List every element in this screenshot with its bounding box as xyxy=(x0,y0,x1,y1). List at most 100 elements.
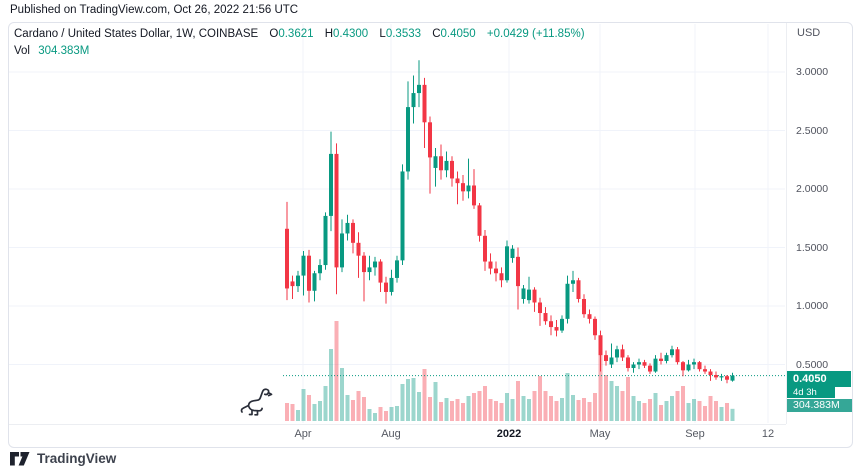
candles xyxy=(285,60,735,384)
candle-body xyxy=(527,289,531,301)
volume-bar xyxy=(543,391,548,421)
volume-bar xyxy=(389,407,394,421)
volume-bar xyxy=(554,401,559,421)
time-tick-label: Aug xyxy=(381,428,401,440)
volume-bar xyxy=(494,401,498,421)
candle-body xyxy=(455,178,460,184)
candle-body xyxy=(362,255,366,273)
volume-bar xyxy=(703,406,707,421)
candle-body xyxy=(307,255,311,291)
high-value: 0.4300 xyxy=(333,28,369,40)
candle-body xyxy=(543,313,548,322)
candle-body xyxy=(373,261,377,268)
tradingview-wordmark: TradingView xyxy=(37,451,117,466)
volume-bar xyxy=(323,386,328,421)
candle-body xyxy=(406,107,410,172)
volume-bars xyxy=(285,321,735,421)
candle-body xyxy=(510,248,515,259)
volume-bar xyxy=(395,406,399,421)
close-label: C xyxy=(432,28,441,40)
volume-bar xyxy=(510,399,515,421)
volume-bar xyxy=(329,349,333,421)
dino-doodle-icon xyxy=(240,388,273,416)
volume-bar xyxy=(455,399,460,421)
candle-body xyxy=(505,246,509,281)
volume-bar xyxy=(466,396,471,421)
candle-body xyxy=(653,358,658,372)
candle-body xyxy=(719,376,724,378)
volume-bar xyxy=(697,401,702,421)
candle-body xyxy=(450,160,454,179)
volume-bar xyxy=(400,384,405,421)
grid-lines xyxy=(9,24,785,423)
volume-bar xyxy=(406,379,410,421)
candle-body xyxy=(323,215,328,266)
volume-bar xyxy=(609,381,614,421)
volume-bar xyxy=(593,393,597,421)
current-volume-badge: 304.383M xyxy=(787,399,852,412)
volume-bar xyxy=(378,407,383,421)
candle-body xyxy=(301,255,306,276)
candle-body xyxy=(670,349,674,356)
volume-bar xyxy=(318,401,322,421)
volume-bar xyxy=(604,375,608,421)
volume-bar xyxy=(587,402,592,421)
candle-body xyxy=(598,335,603,356)
price-tick-label: 2.5000 xyxy=(796,124,829,137)
candle-body xyxy=(340,233,344,268)
candle-body xyxy=(329,153,333,216)
symbol-legend: Cardano / United States Dollar, 1W, COIN… xyxy=(14,28,585,40)
candle-body xyxy=(664,355,669,361)
open-label: O xyxy=(269,28,279,40)
volume-bar xyxy=(516,381,520,421)
volume-bar xyxy=(312,404,317,421)
volume-bar xyxy=(582,398,586,421)
candle-body xyxy=(593,318,597,336)
candle-body xyxy=(587,314,592,319)
bar-countdown-badge: 4d 3h xyxy=(787,387,835,398)
volume-bar xyxy=(351,400,355,421)
candle-body xyxy=(626,357,630,369)
candle-body xyxy=(417,84,421,94)
candle-body xyxy=(367,267,372,273)
volume-bar xyxy=(576,400,581,421)
candle-body xyxy=(538,302,542,314)
volume-bar xyxy=(565,373,570,421)
volume-bar xyxy=(472,393,476,421)
volume-bar xyxy=(686,403,691,421)
candle-body xyxy=(675,349,680,363)
time-tick-label: 12 xyxy=(761,428,775,440)
candle-body xyxy=(477,205,482,236)
volume-bar xyxy=(681,386,685,421)
volume-bar xyxy=(450,401,454,421)
volume-bar xyxy=(664,401,669,421)
candle-body xyxy=(395,260,399,278)
low-value: 0.3533 xyxy=(385,28,422,40)
candle-body xyxy=(356,242,361,256)
volume-legend: Vol 304.383M xyxy=(14,45,89,57)
candle-body xyxy=(290,281,295,287)
volume-bar xyxy=(362,397,366,421)
candle-body xyxy=(560,318,564,331)
candle-body xyxy=(576,280,581,299)
volume-bar xyxy=(708,396,713,421)
time-tick-label: Sep xyxy=(685,428,705,440)
volume-bar xyxy=(334,321,339,421)
candle-body xyxy=(444,160,449,171)
volume-bar xyxy=(296,410,300,421)
candle-body xyxy=(351,222,355,243)
candle-body xyxy=(565,283,570,319)
low-label: L xyxy=(379,28,386,40)
volume-bar xyxy=(373,413,377,421)
volume-bar xyxy=(571,395,575,421)
candle-body xyxy=(516,256,520,287)
candle-body xyxy=(428,122,432,158)
candle-body xyxy=(648,365,652,372)
price-tick-label: 1.5000 xyxy=(796,241,829,254)
candle-body xyxy=(659,358,663,361)
volume-bar xyxy=(417,392,421,421)
candle-body xyxy=(582,298,586,315)
volume-bar xyxy=(367,409,372,421)
